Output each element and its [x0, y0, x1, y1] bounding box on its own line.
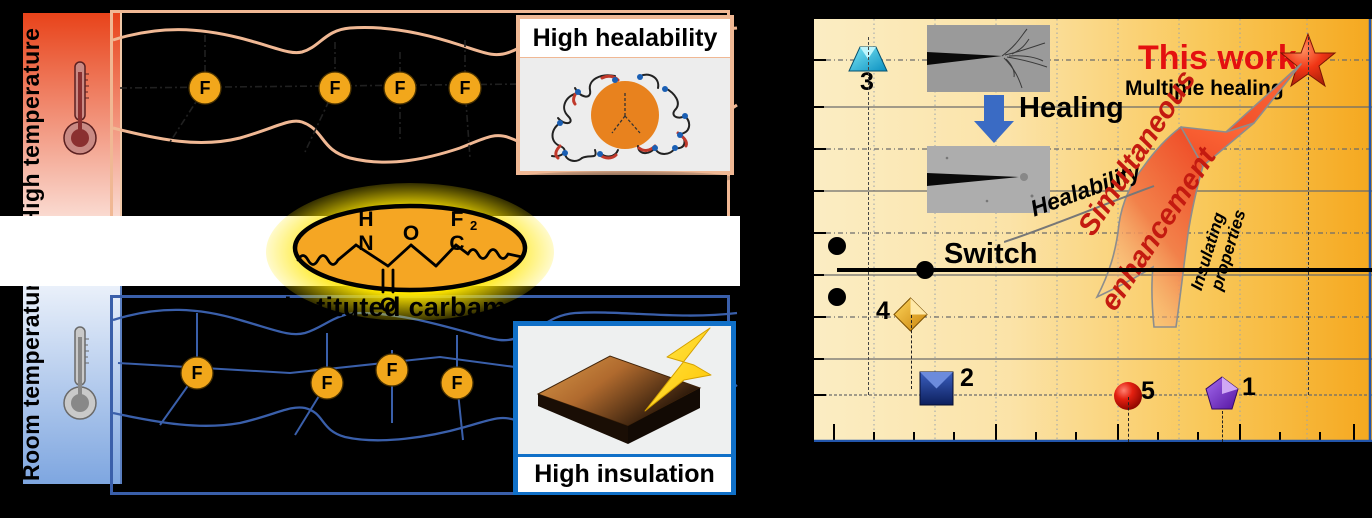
svg-text:F: F	[395, 78, 406, 98]
svg-text:O: O	[403, 222, 419, 245]
svg-text:2: 2	[470, 218, 477, 233]
svg-text:H: H	[358, 208, 373, 231]
svg-text:F: F	[330, 78, 341, 98]
svg-text:F: F	[452, 373, 463, 393]
svg-text:F: F	[200, 78, 211, 98]
svg-text:F: F	[460, 78, 471, 98]
svg-text:F: F	[451, 208, 464, 231]
svg-text:F: F	[387, 360, 398, 380]
svg-text:F: F	[322, 373, 333, 393]
svg-text:F: F	[192, 363, 203, 383]
